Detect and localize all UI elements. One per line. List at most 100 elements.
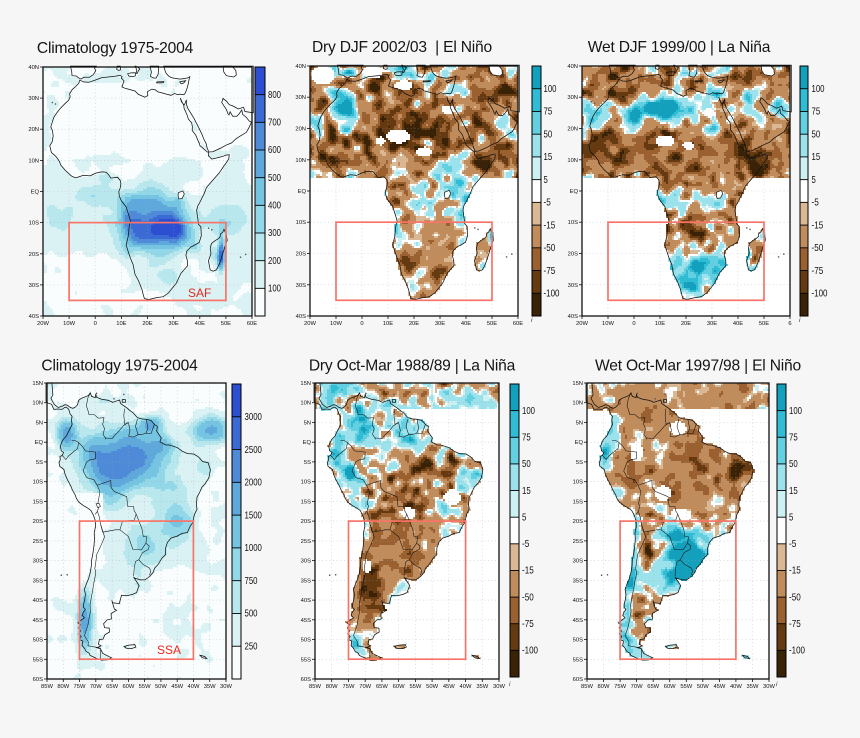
svg-text:-75: -75	[544, 265, 556, 277]
svg-text:700: 700	[268, 117, 281, 129]
svg-text:20S: 20S	[33, 519, 43, 525]
svg-text:20W: 20W	[304, 321, 316, 327]
svg-text:30S: 30S	[568, 283, 578, 289]
svg-text:15N: 15N	[300, 381, 311, 387]
svg-text:45S: 45S	[573, 618, 583, 624]
svg-text:10S: 10S	[29, 221, 39, 227]
svg-text:5: 5	[522, 511, 526, 523]
svg-text:-50: -50	[544, 242, 556, 254]
svg-text:-50: -50	[789, 591, 801, 603]
svg-text:50S: 50S	[301, 638, 311, 644]
svg-text:-15: -15	[522, 565, 534, 577]
svg-text:6: 6	[788, 321, 791, 327]
svg-text:0: 0	[94, 321, 97, 327]
svg-text:10E: 10E	[116, 321, 126, 327]
svg-text:75W: 75W	[614, 684, 626, 690]
svg-text:40S: 40S	[301, 598, 311, 604]
svg-text:60S: 60S	[33, 677, 43, 683]
svg-text:60E: 60E	[513, 321, 523, 327]
svg-text:15: 15	[812, 151, 821, 163]
svg-text:35S: 35S	[301, 578, 311, 584]
svg-text:10S: 10S	[33, 480, 43, 486]
svg-text:55S: 55S	[301, 657, 311, 663]
svg-text:750: 750	[245, 575, 258, 587]
svg-text:50S: 50S	[33, 638, 43, 644]
svg-text:30E: 30E	[435, 321, 445, 327]
svg-text:30S: 30S	[29, 283, 39, 289]
svg-text:55W: 55W	[680, 684, 692, 690]
svg-text:10W: 10W	[602, 321, 614, 327]
svg-text:50E: 50E	[221, 321, 231, 327]
svg-text:70W: 70W	[90, 684, 102, 690]
svg-text:50E: 50E	[487, 321, 497, 327]
svg-text:20E: 20E	[409, 321, 419, 327]
svg-text:5N: 5N	[304, 421, 311, 427]
svg-text:40W: 40W	[460, 684, 472, 690]
svg-text:5: 5	[544, 174, 548, 186]
svg-text:80W: 80W	[598, 684, 610, 690]
svg-text:50W: 50W	[697, 684, 709, 690]
svg-text:20E: 20E	[681, 321, 691, 327]
svg-text:10N: 10N	[32, 401, 43, 407]
svg-text:100: 100	[268, 283, 281, 295]
svg-text:35W: 35W	[747, 684, 759, 690]
svg-text:5S: 5S	[36, 460, 43, 466]
svg-text:80W: 80W	[326, 684, 338, 690]
svg-text:15: 15	[544, 151, 553, 163]
svg-text:Wet Oct-Mar 1997/98 | El Niño: Wet Oct-Mar 1997/98 | El Niño	[595, 358, 801, 375]
svg-text:SSA: SSA	[157, 643, 181, 657]
svg-text:40S: 40S	[33, 598, 43, 604]
svg-text:10N: 10N	[300, 401, 311, 407]
svg-text:2000: 2000	[245, 477, 263, 489]
svg-text:50: 50	[812, 128, 821, 140]
svg-text:i: i	[509, 681, 511, 688]
svg-text:15: 15	[522, 485, 531, 497]
svg-text:30N: 30N	[295, 95, 306, 101]
svg-text:20E: 20E	[142, 321, 152, 327]
svg-text:15S: 15S	[33, 499, 43, 505]
svg-text:65W: 65W	[376, 684, 388, 690]
svg-text:30E: 30E	[168, 321, 178, 327]
svg-text:10S: 10S	[296, 220, 306, 226]
svg-text:10S: 10S	[568, 220, 578, 226]
svg-text:50W: 50W	[155, 684, 167, 690]
svg-text:500: 500	[268, 172, 281, 184]
svg-text:-75: -75	[522, 618, 534, 630]
svg-text:40W: 40W	[730, 684, 742, 690]
svg-text:40W: 40W	[188, 684, 200, 690]
svg-text:i: i	[799, 317, 801, 324]
svg-text:85W: 85W	[41, 684, 53, 690]
svg-text:10E: 10E	[383, 321, 393, 327]
svg-text:55W: 55W	[139, 684, 151, 690]
svg-text:25S: 25S	[301, 539, 311, 545]
svg-text:60S: 60S	[573, 677, 583, 683]
svg-text:15N: 15N	[32, 381, 43, 387]
svg-text:60W: 60W	[122, 684, 134, 690]
svg-text:70W: 70W	[359, 684, 371, 690]
svg-text:30N: 30N	[567, 95, 578, 101]
svg-text:100: 100	[789, 405, 802, 417]
svg-text:100: 100	[544, 83, 557, 95]
svg-text:30S: 30S	[573, 559, 583, 565]
svg-text:10N: 10N	[572, 401, 583, 407]
svg-text:60W: 60W	[664, 684, 676, 690]
svg-text:30N: 30N	[28, 96, 39, 102]
svg-text:5S: 5S	[576, 460, 583, 466]
svg-text:60S: 60S	[301, 677, 311, 683]
svg-text:EQ: EQ	[31, 190, 40, 196]
svg-text:-5: -5	[789, 538, 796, 550]
svg-text:10W: 10W	[63, 321, 75, 327]
svg-text:10E: 10E	[655, 321, 665, 327]
svg-text:55S: 55S	[573, 657, 583, 663]
svg-text:-5: -5	[812, 197, 819, 209]
svg-text:40S: 40S	[29, 314, 39, 320]
svg-text:Climatology 1975-2004: Climatology 1975-2004	[41, 358, 198, 375]
svg-text:Dry Oct-Mar 1988/89 | La Niña: Dry Oct-Mar 1988/89 | La Niña	[309, 358, 516, 375]
svg-text:85W: 85W	[309, 684, 321, 690]
svg-text:250: 250	[245, 640, 258, 652]
svg-text:75W: 75W	[74, 684, 86, 690]
svg-text:30W: 30W	[220, 684, 232, 690]
svg-text:3000: 3000	[245, 411, 263, 423]
svg-text:800: 800	[268, 89, 281, 101]
svg-text:EQ: EQ	[303, 440, 312, 446]
